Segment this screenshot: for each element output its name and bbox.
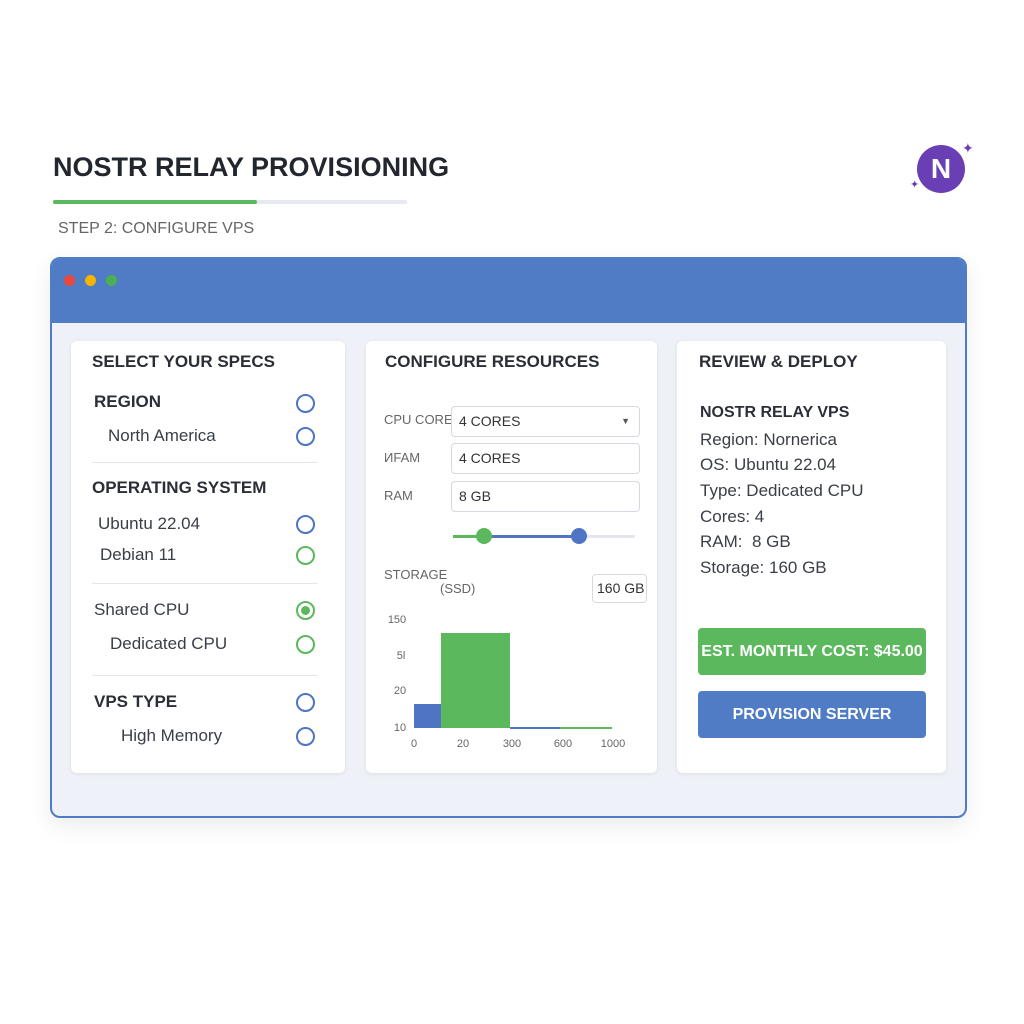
dot — [106, 275, 117, 286]
panel-title: SELECT YOUR SPECS — [92, 352, 275, 371]
summary-line: OS: Ubuntu 22.04 — [700, 455, 837, 474]
step-label: STEP 2: CONFIGURE VPS — [58, 220, 255, 237]
dot — [64, 275, 75, 286]
sparkle: ✦ — [910, 179, 920, 191]
x-label: 1000 — [601, 738, 625, 750]
radio[interactable] — [296, 546, 315, 565]
radio[interactable] — [296, 394, 315, 413]
field-label: ИFAM — [384, 450, 421, 465]
summary-line: Cores: 4 — [700, 507, 765, 526]
option[interactable]: Shared CPU — [94, 600, 190, 619]
option[interactable]: Dedicated CPU — [110, 634, 228, 653]
storage-label: STORAGE — [384, 567, 448, 582]
storage-chart: 150 5l 20 10 0 20 300 600 1000 — [388, 614, 625, 750]
x-label: 20 — [457, 738, 469, 750]
option[interactable]: North America — [108, 426, 216, 445]
panel-title: REVIEW & DEPLOY — [699, 352, 858, 371]
group-label: VPS TYPE — [94, 692, 178, 711]
window-header — [52, 259, 965, 323]
slider-range — [484, 535, 579, 538]
group-label: OPERATING SYSTEM — [92, 478, 267, 497]
dot — [85, 275, 96, 286]
summary-line: Type: Dedicated CPU — [700, 481, 864, 500]
group-label: REGION — [94, 392, 162, 411]
select-value: 4 CORES — [459, 413, 521, 429]
summary-line: RAM: 8 GB — [700, 532, 791, 551]
option[interactable]: Ubuntu 22.04 — [98, 514, 201, 533]
x-label: 300 — [503, 738, 521, 750]
provision-button[interactable]: PROVISION SERVER — [698, 691, 926, 738]
slider-knob[interactable] — [476, 528, 492, 544]
radio[interactable] — [296, 635, 315, 654]
storage-value: 160 GB — [592, 574, 647, 603]
y-label: 150 — [388, 614, 406, 626]
page-title: NOSTR RELAY PROVISIONING — [53, 152, 450, 182]
cost-badge: EST. MONTHLY COST: $45.00 — [698, 628, 926, 675]
divider — [92, 462, 318, 463]
input[interactable]: 8 GB — [451, 481, 640, 512]
radio[interactable] — [296, 427, 315, 446]
radio[interactable] — [296, 693, 315, 712]
slider-knob[interactable] — [571, 528, 587, 544]
progress-fill — [53, 200, 257, 204]
logo: N — [917, 145, 965, 193]
radio-selected[interactable] — [296, 601, 315, 620]
field-label: CPU CORES — [384, 412, 462, 427]
bar — [560, 727, 612, 729]
summary-title: NOSTR RELAY VPS — [700, 404, 850, 421]
storage-sublabel: (SSD) — [440, 581, 476, 596]
radio[interactable] — [296, 727, 315, 746]
option[interactable]: Debian 11 — [100, 545, 177, 564]
divider — [92, 583, 318, 584]
sparkle: ✦ — [962, 140, 974, 156]
summary-line: Region: Nornerica — [700, 430, 838, 449]
radio[interactable] — [296, 515, 315, 534]
input[interactable]: 4 CORES — [451, 443, 640, 474]
y-label: 20 — [394, 685, 406, 697]
bar — [414, 704, 441, 728]
select[interactable]: 4 CORES ▼ — [451, 406, 640, 437]
x-label: 0 — [411, 738, 417, 750]
y-label: 5l — [397, 650, 406, 662]
x-label: 600 — [554, 738, 572, 750]
divider — [92, 675, 318, 676]
slider-range — [453, 535, 484, 538]
input-value: 8 GB — [459, 488, 491, 504]
panel-title: CONFIGURE RESOURCES — [385, 352, 600, 371]
summary-line: Storage: 160 GB — [700, 558, 827, 577]
y-label: 10 — [394, 722, 406, 734]
caret: ▼ — [621, 416, 630, 426]
option[interactable]: High Memory — [121, 726, 223, 745]
bar — [510, 727, 560, 729]
bar — [441, 633, 510, 728]
field-label: RAM — [384, 488, 413, 503]
input-value: 4 CORES — [459, 450, 521, 466]
